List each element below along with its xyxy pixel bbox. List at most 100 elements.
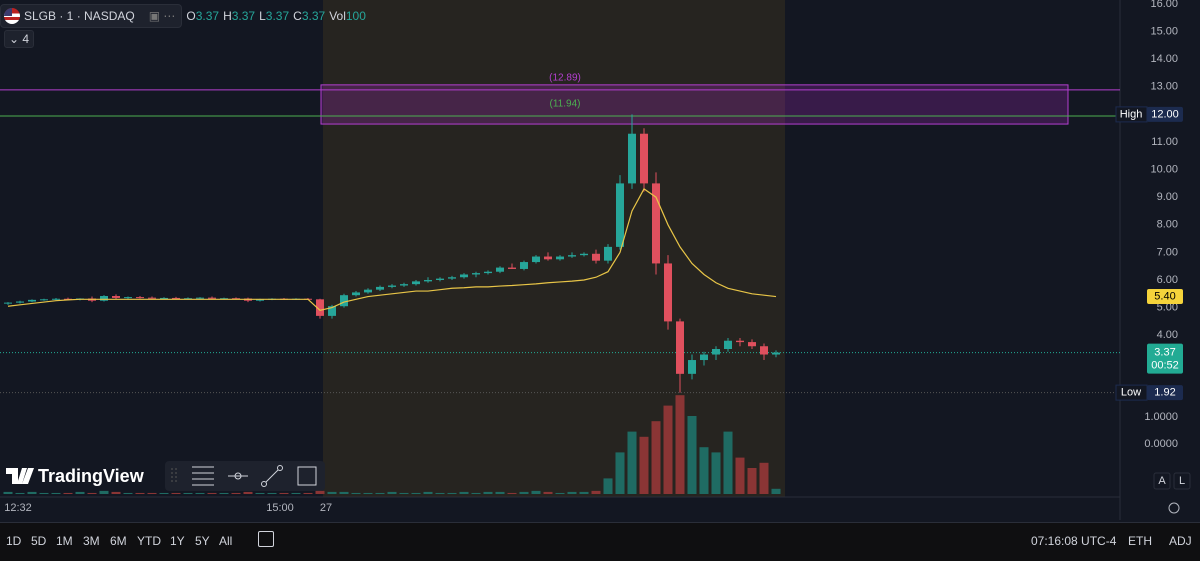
volume-bar [63,492,73,494]
bottom-toolbar: 1D 5D 1M 3M 6M YTD 1Y 5Y All 07:16:08 UTC-4 ETH ADJ [0,522,1200,561]
volume-bar [735,457,745,494]
volume-bar [555,492,565,494]
volume-bar [603,478,613,494]
volume-bar [51,492,61,494]
date-range-icon[interactable] [258,531,274,547]
price-tag-name: High [1120,108,1143,120]
candle-body [352,292,360,296]
scale-button-bg [1153,472,1171,490]
volume-bar [711,452,721,494]
candle-body [532,256,540,263]
ohlc-value: 3.37 [301,9,326,23]
volume-bar [255,492,265,494]
volume-bar [495,491,505,494]
candle-body [688,360,696,374]
candle-body [316,299,324,316]
range-button[interactable]: 1D [6,534,22,548]
drawing-toolbar[interactable] [165,461,325,491]
candle-body [700,354,708,361]
volume-bar [723,431,733,494]
volume-bar [411,492,421,494]
candle-body [412,281,420,285]
volume-bar [123,492,133,494]
volume-bar [483,491,493,494]
candle-body [568,255,576,257]
symbol: SLGB · 1 · NASDAQ [24,9,135,23]
scale-button: L [1179,475,1185,487]
volume-bar [387,491,397,494]
volume-bar [339,491,349,494]
ohlc-letter: L [259,9,266,23]
range-button[interactable]: All [219,534,233,548]
candle-body [136,297,144,299]
volume-bar [447,492,457,494]
volume-bar [615,452,625,494]
candle-body [364,289,372,293]
volume-bar [639,436,649,494]
ohlc-item: C3.37 [293,9,325,23]
range-button[interactable]: 1Y [170,534,185,548]
y-tick-label: 4.00 [1157,329,1178,341]
session[interactable]: ETH [1128,534,1152,548]
volume-value: 100 [345,9,366,23]
candle-body [676,321,684,374]
candle-body [112,296,120,298]
candle-body [40,299,48,301]
price-tag-countdown: 00:52 [1151,359,1179,371]
range-button[interactable]: 6M [110,534,127,548]
volume-bar [699,447,709,494]
adjust[interactable]: ADJ [1169,534,1192,548]
candle-body [16,301,24,303]
y-tick-label: 5.00 [1157,302,1178,314]
candle-body [544,256,552,260]
candle-body [148,297,156,299]
volume-bar [543,491,553,494]
volume-bar [507,492,517,494]
price-tag-value: 3.37 [1154,346,1175,358]
candle-body [52,298,60,300]
range-button[interactable]: 5Y [195,534,210,548]
candle-body [748,342,756,347]
volume-bar [99,490,109,494]
volume-bar [531,490,541,494]
ohlc-letter: H [223,9,232,23]
volume-bar [747,468,757,494]
scale-button-bg [1173,472,1191,490]
ohlc-item: L3.37 [259,9,289,23]
volume-bar [459,491,469,494]
range-button[interactable]: 1M [56,534,73,548]
price-tag-name: Low [1121,387,1141,399]
flag [4,8,20,24]
price-tag-value: 12.00 [1151,108,1179,120]
candle-body [604,246,612,261]
pane-label: 0.0000 [1144,438,1178,450]
volume-bar [435,492,445,494]
candle-body [232,298,240,300]
volume-bar [423,491,433,494]
volume-bar [15,492,25,494]
symbol-box[interactable]: SLGB · 1 · NASDAQ ▣ ⋯ [0,4,183,28]
candle-body [64,298,72,300]
indicators-toggle[interactable]: ⌄ 4 [4,30,35,48]
ohlc-letter: C [293,9,302,23]
candle-body [640,133,648,184]
candle-body [388,285,396,287]
volume-bar [111,491,121,494]
volume-bar [279,492,289,494]
settings-icon[interactable] [1168,502,1180,514]
range-button[interactable]: 3M [83,534,100,548]
icons: ▣ ⋯ [148,9,176,23]
candle-body [220,298,228,300]
volume-bar [627,431,637,494]
moving-average [7,188,777,312]
volume-bar [771,488,781,494]
range-button[interactable]: YTD [137,534,161,548]
ohlc-value: 3.37 [195,9,220,23]
candle-body [340,295,348,307]
range-button[interactable]: 5D [31,534,47,548]
volume-bar [579,491,589,494]
candle-body [712,349,720,355]
volume-label: Vol [329,9,346,23]
